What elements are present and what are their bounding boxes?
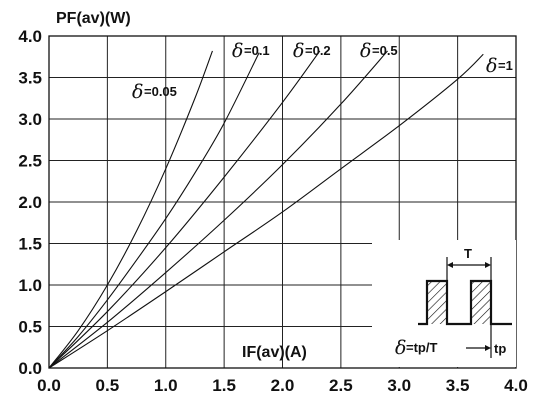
series-label-delta-3: δ: [360, 40, 371, 62]
series-label-delta-1: δ: [232, 40, 243, 62]
y-tick-label-4: 2.0: [18, 193, 42, 212]
series-label-0: δ =0.05: [132, 81, 177, 103]
series-label-value-0: =0.05: [144, 84, 177, 99]
series-label-value-1: =0.1: [244, 43, 270, 58]
series-curves: [48, 50, 484, 369]
series-label-delta-4: δ: [486, 55, 497, 77]
series-label-2: δ =0.2: [293, 40, 331, 62]
x-tick-label-2: 1.0: [154, 376, 178, 395]
y-tick-label-8: 4.0: [18, 27, 42, 46]
x-tick-label-1: 0.5: [96, 376, 120, 395]
series-label-value-3: =0.5: [372, 43, 398, 58]
x-tick-label-6: 3.0: [387, 376, 411, 395]
period-arrowhead-right: [485, 262, 491, 268]
waveform-inset: T tp δ =tp/T: [372, 240, 516, 367]
x-tick-labels: 0.0 0.5 1.0 1.5 2.0 2.5 3.0 3.5 4.0: [37, 376, 528, 395]
y-tick-label-5: 2.5: [18, 152, 42, 171]
series-label-delta-0: δ: [132, 81, 143, 103]
series-label-delta-2: δ: [293, 40, 304, 62]
y-tick-label-3: 1.5: [18, 235, 42, 254]
plot-frame: [48, 35, 517, 369]
y-tick-label-1: 0.5: [18, 318, 42, 337]
pulse-1-hatch: [427, 281, 447, 324]
formula-delta-symbol: δ: [395, 337, 406, 359]
y-tick-label-0: 0.0: [18, 359, 42, 378]
series-label-3: δ =0.5: [360, 40, 398, 62]
tp-label: tp: [494, 341, 506, 356]
series-label-4: δ =1: [486, 55, 513, 77]
y-tick-label-6: 3.0: [18, 110, 42, 129]
y-axis-label: PF(av)(W): [56, 10, 131, 27]
series-line-4: [48, 53, 484, 369]
series-line-1: [48, 52, 260, 369]
x-tick-label-4: 2.0: [271, 376, 295, 395]
x-tick-label-0: 0.0: [37, 376, 61, 395]
x-tick-label-7: 3.5: [446, 376, 470, 395]
pulse-waveform: [418, 279, 512, 326]
formula-label: =tp/T: [406, 340, 437, 355]
series-line-3: [48, 50, 388, 369]
series-label-value-2: =0.2: [305, 43, 331, 58]
x-axis-label: IF(av)(A): [242, 344, 307, 361]
pulse-2-hatch: [471, 281, 491, 324]
y-tick-label-2: 1.0: [18, 276, 42, 295]
y-tick-labels: 0.0 0.5 1.0 1.5 2.0 2.5 3.0 3.5 4.0: [18, 27, 42, 378]
x-tick-label-5: 2.5: [329, 376, 353, 395]
tp-arrowhead: [485, 345, 491, 351]
series-label-1: δ =0.1: [232, 40, 270, 62]
series-line-2: [48, 50, 321, 369]
period-label: T: [464, 246, 472, 261]
x-tick-label-3: 1.5: [212, 376, 236, 395]
y-tick-label-7: 3.5: [18, 69, 42, 88]
period-arrowhead-left: [447, 262, 453, 268]
x-tick-label-8: 4.0: [504, 376, 528, 395]
series-labels: δ =0.05δ =0.1 δ =0.2 δ =0.5δ =1: [132, 40, 513, 103]
series-line-0: [48, 50, 213, 369]
series-label-value-4: =1: [498, 58, 513, 73]
